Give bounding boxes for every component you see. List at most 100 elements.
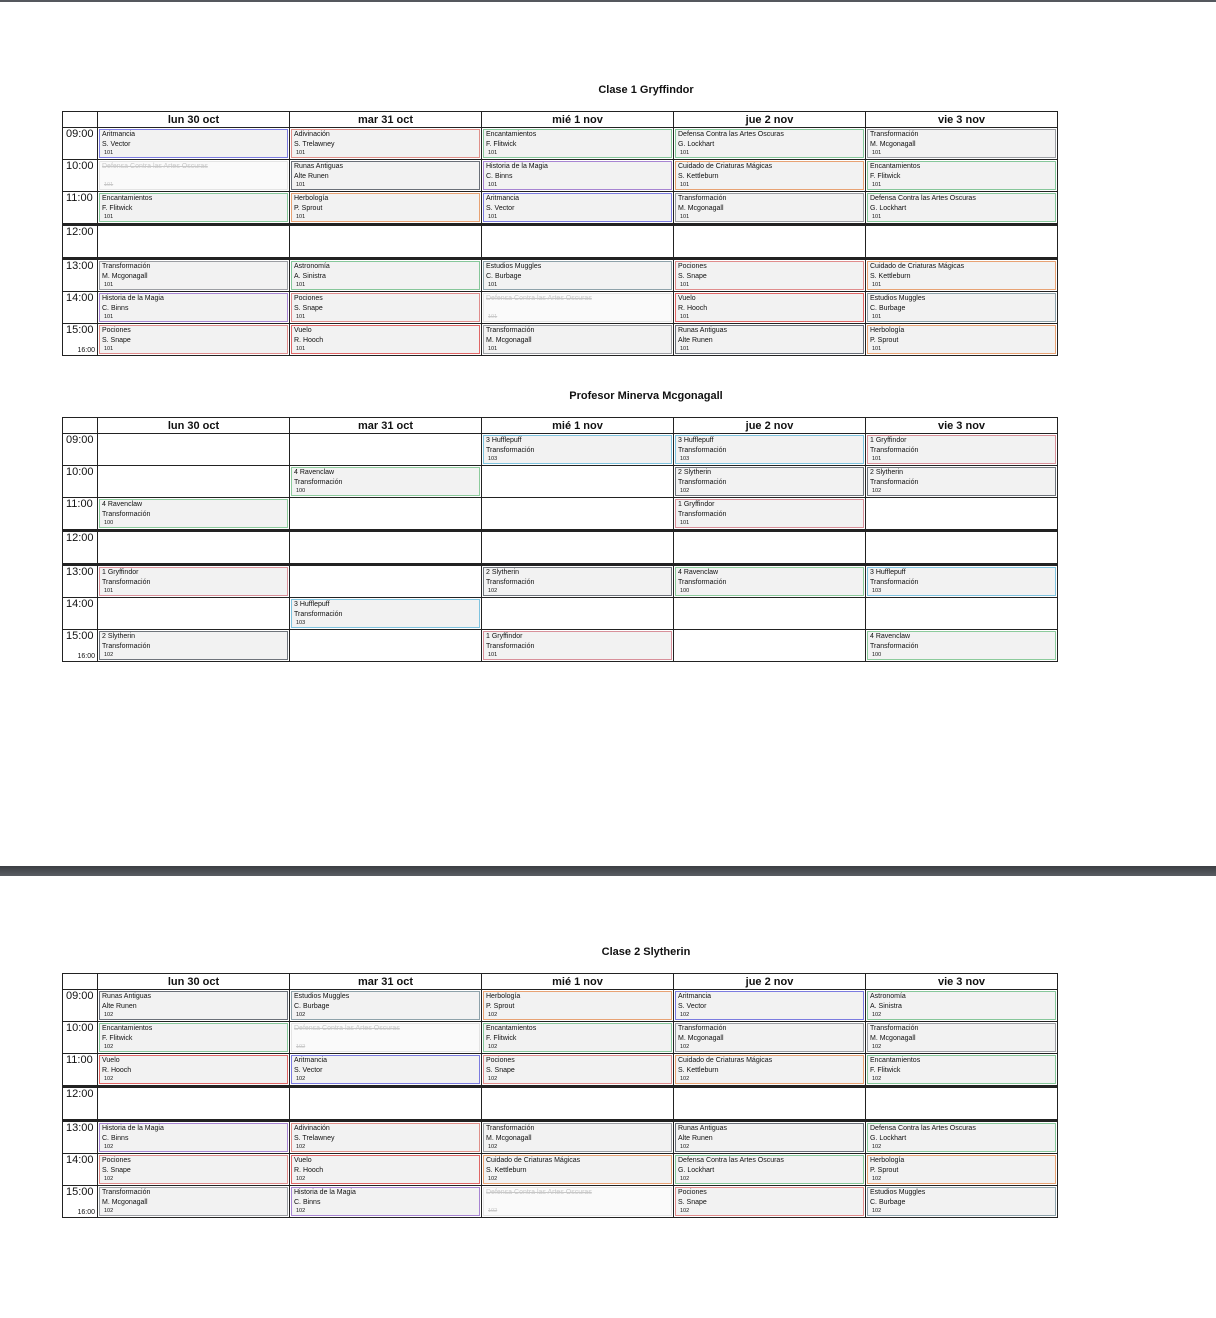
time-slot[interactable] [865, 1086, 1058, 1122]
time-slot[interactable]: Astronomía A. Sinistra 102 [865, 989, 1058, 1022]
lesson-block[interactable]: Astronomía A. Sinistra 102 [867, 991, 1056, 1020]
time-slot[interactable]: 3 Hufflepuff Transformación 103 [865, 564, 1058, 598]
time-slot[interactable]: Runas Antiguas Alte Runen 102 [673, 1120, 866, 1154]
time-slot[interactable] [865, 224, 1058, 260]
time-slot[interactable]: Vuelo R. Hooch 102 [97, 1053, 290, 1088]
time-slot[interactable] [673, 530, 866, 566]
lesson-block[interactable]: Herbología P. Sprout 102 [867, 1155, 1056, 1184]
time-slot[interactable]: Historia de la Magia C. Binns 101 [481, 159, 674, 192]
time-slot[interactable] [97, 1086, 290, 1122]
lesson-block[interactable]: 3 Hufflepuff Transformación 103 [867, 567, 1056, 596]
lesson-block[interactable]: Encantamientos F. Flitwick 101 [99, 193, 288, 222]
time-slot[interactable]: Vuelo R. Hooch 101 [289, 323, 482, 356]
time-slot[interactable]: Estudios Muggles C. Burbage 102 [289, 989, 482, 1022]
time-slot[interactable]: Herbología P. Sprout 101 [865, 323, 1058, 356]
lesson-block[interactable]: Aritmancia S. Vector 101 [99, 129, 288, 158]
lesson-block[interactable]: Transformación M. Mcgonagall 101 [483, 325, 672, 354]
time-slot[interactable]: 2 Slytherin Transformación 102 [97, 629, 290, 662]
lesson-block[interactable]: Historia de la Magia C. Binns 101 [483, 161, 672, 190]
time-slot[interactable] [289, 564, 482, 598]
lesson-block[interactable]: Defensa Contra las Artes Oscuras G. Lockh… [675, 129, 864, 158]
lesson-block[interactable]: 2 Slytherin Transformación 102 [867, 467, 1056, 496]
time-slot[interactable]: Aritmancia S. Vector 101 [97, 127, 290, 160]
time-slot[interactable]: Pociones S. Snape 102 [481, 1053, 674, 1088]
time-slot[interactable]: Encantamientos F. Flitwick 102 [97, 1021, 290, 1054]
time-slot[interactable]: Cuidado de Criaturas Mágicas S. Kettlebur… [481, 1153, 674, 1186]
lesson-block[interactable]: Astronomía A. Sinistra 101 [291, 261, 480, 290]
time-slot[interactable]: 3 Hufflepuff Transformación 103 [481, 433, 674, 466]
time-slot[interactable] [865, 597, 1058, 630]
time-slot[interactable]: Aritmancia S. Vector 102 [289, 1053, 482, 1088]
time-slot[interactable]: Transformación M. Mcgonagall 101 [865, 127, 1058, 160]
lesson-block[interactable]: Transformación M. Mcgonagall 102 [675, 1023, 864, 1052]
time-slot[interactable]: 1 Gryffindor Transformación 101 [97, 564, 290, 598]
time-slot[interactable]: Encantamientos F. Flitwick 101 [481, 127, 674, 160]
lesson-block[interactable]: Adivinación S. Trelawney 102 [291, 1123, 480, 1152]
time-slot[interactable]: Defensa Contra las Artes Oscuras 102 [289, 1021, 482, 1054]
lesson-block[interactable]: Encantamientos F. Flitwick 101 [867, 161, 1056, 190]
time-slot[interactable]: Pociones S. Snape 101 [673, 258, 866, 292]
time-slot[interactable] [481, 224, 674, 260]
time-slot[interactable]: Estudios Muggles C. Burbage 101 [481, 258, 674, 292]
time-slot[interactable] [481, 597, 674, 630]
time-slot[interactable]: 3 Hufflepuff Transformación 103 [673, 433, 866, 466]
time-slot[interactable]: Adivinación S. Trelawney 101 [289, 127, 482, 160]
time-slot[interactable] [97, 433, 290, 466]
time-slot[interactable]: Transformación M. Mcgonagall 101 [97, 258, 290, 292]
time-slot[interactable]: 1 Gryffindor Transformación 101 [865, 433, 1058, 466]
lesson-block[interactable]: 2 Slytherin Transformación 102 [675, 467, 864, 496]
lesson-block[interactable]: Estudios Muggles C. Burbage 102 [291, 991, 480, 1020]
lesson-block[interactable]: Estudios Muggles C. Burbage 101 [867, 293, 1056, 322]
time-slot[interactable]: 2 Slytherin Transformación 102 [481, 564, 674, 598]
lesson-block[interactable]: Pociones S. Snape 101 [99, 325, 288, 354]
time-slot[interactable]: Defensa Contra las Artes Oscuras G. Lockh… [673, 1153, 866, 1186]
time-slot[interactable]: Vuelo R. Hooch 101 [673, 291, 866, 324]
time-slot[interactable] [673, 597, 866, 630]
lesson-block[interactable]: 1 Gryffindor Transformación 101 [867, 435, 1056, 464]
time-slot[interactable]: Pociones S. Snape 101 [97, 323, 290, 356]
cancelled-lesson-block[interactable]: Defensa Contra las Artes Oscuras 101 [483, 293, 672, 322]
time-slot[interactable]: Historia de la Magia C. Binns 102 [289, 1185, 482, 1218]
time-slot[interactable]: 3 Hufflepuff Transformación 103 [289, 597, 482, 630]
lesson-block[interactable]: Transformación M. Mcgonagall 102 [867, 1023, 1056, 1052]
lesson-block[interactable]: Herbología P. Sprout 102 [483, 991, 672, 1020]
time-slot[interactable]: Runas Antiguas Alte Runen 102 [97, 989, 290, 1022]
time-slot[interactable]: Cuidado de Criaturas Mágicas S. Kettlebur… [673, 159, 866, 192]
time-slot[interactable] [865, 497, 1058, 532]
lesson-block[interactable]: 4 Ravenclaw Transformación 100 [291, 467, 480, 496]
lesson-block[interactable]: Pociones S. Snape 101 [675, 261, 864, 290]
lesson-block[interactable]: Transformación M. Mcgonagall 102 [99, 1187, 288, 1216]
lesson-block[interactable]: Pociones S. Snape 101 [291, 293, 480, 322]
time-slot[interactable] [481, 497, 674, 532]
time-slot[interactable] [97, 465, 290, 498]
time-slot[interactable]: Encantamientos F. Flitwick 102 [865, 1053, 1058, 1088]
time-slot[interactable]: 4 Ravenclaw Transformación 100 [97, 497, 290, 532]
time-slot[interactable]: Defensa Contra las Artes Oscuras 101 [481, 291, 674, 324]
time-slot[interactable]: Defensa Contra las Artes Oscuras 101 [97, 159, 290, 192]
lesson-block[interactable]: Estudios Muggles C. Burbage 102 [867, 1187, 1056, 1216]
lesson-block[interactable]: Cuidado de Criaturas Mágicas S. Kettlebur… [483, 1155, 672, 1184]
time-slot[interactable]: Adivinación S. Trelawney 102 [289, 1120, 482, 1154]
time-slot[interactable]: Pociones S. Snape 102 [673, 1185, 866, 1218]
lesson-block[interactable]: 2 Slytherin Transformación 102 [99, 631, 288, 660]
lesson-block[interactable]: 3 Hufflepuff Transformación 103 [483, 435, 672, 464]
time-slot[interactable]: Transformación M. Mcgonagall 102 [865, 1021, 1058, 1054]
time-slot[interactable]: Encantamientos F. Flitwick 101 [97, 191, 290, 226]
time-slot[interactable]: Cuidado de Criaturas Mágicas S. Kettlebur… [865, 258, 1058, 292]
lesson-block[interactable]: 1 Gryffindor Transformación 101 [483, 631, 672, 660]
lesson-block[interactable]: Estudios Muggles C. Burbage 101 [483, 261, 672, 290]
lesson-block[interactable]: Defensa Contra las Artes Oscuras G. Lockh… [867, 193, 1056, 222]
lesson-block[interactable]: Adivinación S. Trelawney 101 [291, 129, 480, 158]
lesson-block[interactable]: Vuelo R. Hooch 102 [99, 1055, 288, 1084]
time-slot[interactable]: Transformación M. Mcgonagall 101 [673, 191, 866, 226]
time-slot[interactable] [97, 597, 290, 630]
time-slot[interactable]: Transformación M. Mcgonagall 102 [97, 1185, 290, 1218]
lesson-block[interactable]: Pociones S. Snape 102 [483, 1055, 672, 1084]
time-slot[interactable]: Transformación M. Mcgonagall 102 [673, 1021, 866, 1054]
time-slot[interactable]: 1 Gryffindor Transformación 101 [481, 629, 674, 662]
lesson-block[interactable]: Pociones S. Snape 102 [675, 1187, 864, 1216]
time-slot[interactable]: Encantamientos F. Flitwick 102 [481, 1021, 674, 1054]
time-slot[interactable]: Encantamientos F. Flitwick 101 [865, 159, 1058, 192]
lesson-block[interactable]: Aritmancia S. Vector 102 [675, 991, 864, 1020]
time-slot[interactable] [289, 224, 482, 260]
